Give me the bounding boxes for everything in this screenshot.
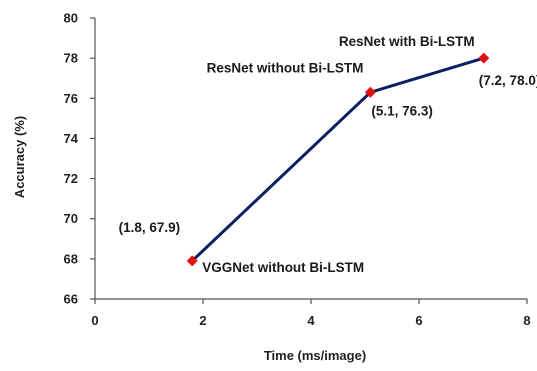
x-tick-label: 0 (91, 313, 98, 328)
data-annotation: ResNet with Bi-LSTM (339, 34, 475, 49)
annotations: VGGNet without Bi-LSTM (1.8, 67.9) ResNet … (119, 34, 537, 275)
x-tick-label: 4 (307, 313, 315, 328)
x-tick-label: 8 (523, 313, 530, 328)
y-tick-label: 80 (64, 11, 78, 26)
y-axis-title: Accuracy (%) (12, 116, 27, 198)
data-point-marker (478, 52, 490, 64)
y-tick-label: 74 (64, 131, 79, 146)
y-axis-ticks: 66 68 70 72 74 76 78 80 (64, 11, 95, 307)
x-axis-title: Time (ms/image) (264, 348, 366, 363)
y-tick-label: 68 (64, 251, 78, 266)
data-annotation: VGGNet without Bi-LSTM (202, 260, 364, 275)
x-tick-label: 2 (199, 313, 206, 328)
y-tick-label: 76 (64, 91, 78, 106)
data-annotation: (5.1, 76.3) (371, 103, 433, 118)
data-annotation: ResNet without Bi-LSTM (207, 60, 364, 75)
data-series (186, 52, 490, 267)
data-annotation: (7.2, 78.0) (479, 73, 537, 88)
data-point-marker (186, 255, 198, 267)
y-tick-label: 72 (64, 171, 78, 186)
data-annotation: (1.8, 67.9) (119, 220, 181, 235)
series-line (191, 56, 485, 262)
x-axis-ticks: 0 2 4 6 8 (91, 299, 531, 328)
y-tick-label: 70 (64, 211, 78, 226)
data-point-marker (364, 86, 376, 98)
y-tick-label: 66 (64, 292, 78, 307)
x-tick-label: 6 (415, 313, 422, 328)
y-tick-label: 78 (64, 51, 78, 66)
